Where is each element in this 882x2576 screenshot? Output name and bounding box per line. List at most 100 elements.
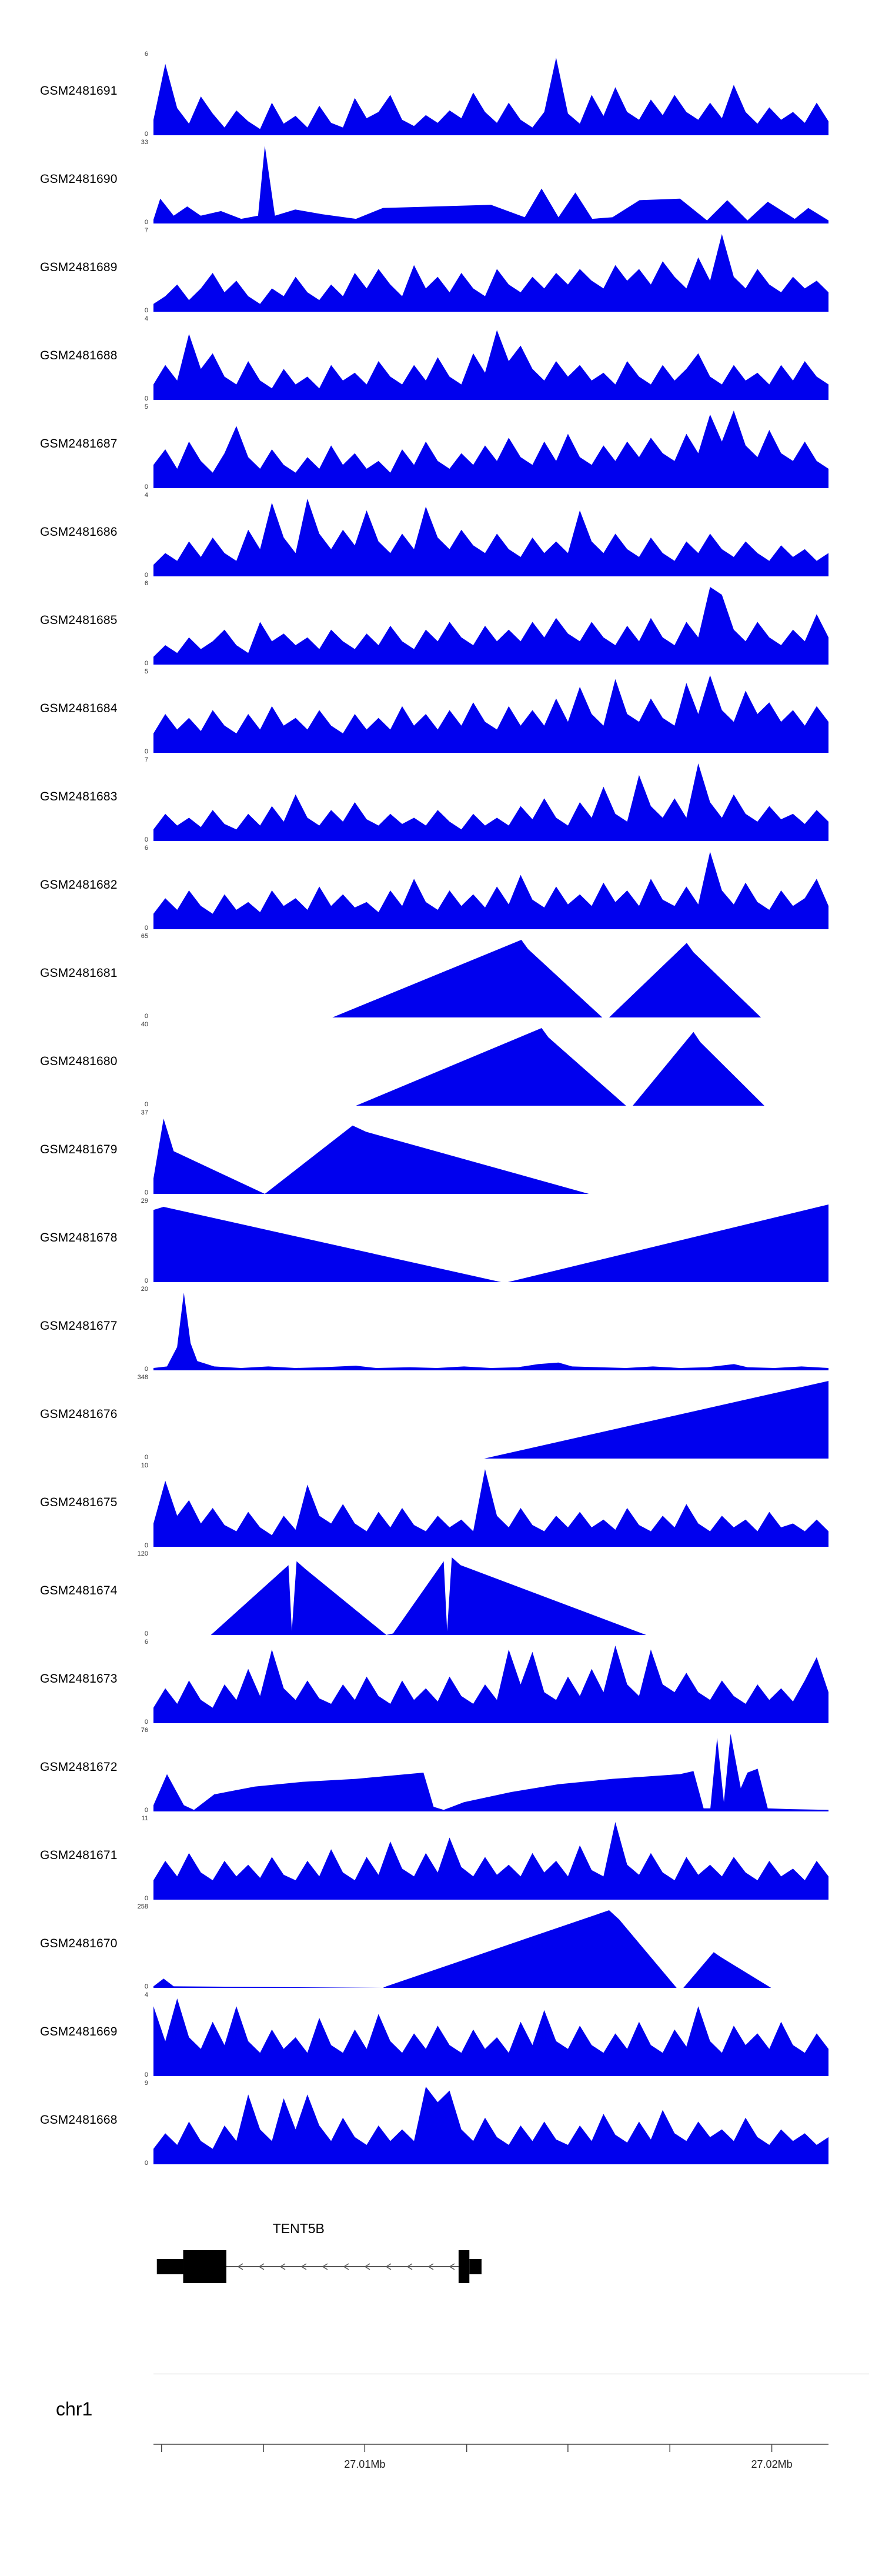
coverage-area xyxy=(153,1293,828,1370)
coverage-area xyxy=(153,1557,828,1635)
axis-tick-label: 27.01Mb xyxy=(344,2458,385,2470)
track-ymin-label: 0 xyxy=(144,1807,148,1814)
track-ymax-label: 6 xyxy=(144,580,148,587)
track-ymax-label: 5 xyxy=(144,668,148,675)
track-yaxis: 7 0 xyxy=(99,756,149,843)
track-row: GSM2481691 6 0 xyxy=(0,47,882,138)
track-yaxis: 65 0 xyxy=(99,933,149,1020)
track-ymin-label: 0 xyxy=(144,219,148,226)
track-label: GSM2481682 xyxy=(40,878,118,892)
genome-axis-svg: 27.01Mb 27.02Mb xyxy=(153,2444,828,2470)
track-ymin-label: 0 xyxy=(144,1719,148,1726)
coverage-area xyxy=(153,1910,828,1988)
track-ymin-label: 0 xyxy=(144,1277,148,1284)
strand-arrow-left-icon xyxy=(449,2263,455,2270)
track-label: GSM2481687 xyxy=(40,437,118,451)
track-yaxis: 7 0 xyxy=(99,227,149,314)
track-ymin-label: 0 xyxy=(144,1983,148,1990)
track-label: GSM2481688 xyxy=(40,349,118,362)
track-ymin-label: 0 xyxy=(144,1013,148,1020)
track-row: GSM2481683 7 0 xyxy=(0,753,882,843)
track-label: GSM2481671 xyxy=(40,1848,118,1862)
strand-arrow-left-icon xyxy=(427,2263,434,2270)
coverage-area xyxy=(153,411,828,488)
track-label: GSM2481677 xyxy=(40,1319,118,1333)
track-ymin-label: 0 xyxy=(144,1189,148,1196)
track-label: GSM2481683 xyxy=(40,790,118,803)
track-ymin-label: 0 xyxy=(144,131,148,138)
track-ymax-label: 6 xyxy=(144,51,148,58)
track-ymax-label: 4 xyxy=(144,1991,148,1998)
track-row: GSM2481681 65 0 xyxy=(0,929,882,1020)
track-row: GSM2481690 33 0 xyxy=(0,135,882,226)
gene-name-label: TENT5B xyxy=(272,2221,325,2236)
coverage-plot xyxy=(153,1734,828,1811)
track-ymax-label: 10 xyxy=(141,1462,148,1469)
track-ymin-label: 0 xyxy=(144,1630,148,1637)
track-ymax-label: 9 xyxy=(144,2080,148,2087)
track-ymax-label: 7 xyxy=(144,227,148,234)
track-ymin-label: 0 xyxy=(144,836,148,843)
coverage-area xyxy=(153,330,828,400)
track-yaxis: 6 0 xyxy=(99,1639,149,1726)
track-ymin-label: 0 xyxy=(144,660,148,667)
coverage-plot xyxy=(153,1381,828,1459)
coverage-area xyxy=(153,1998,828,2076)
coverage-plot xyxy=(153,1204,828,1282)
strand-arrow-left-icon xyxy=(364,2263,370,2270)
track-yaxis: 6 0 xyxy=(99,51,149,138)
coverage-plot xyxy=(153,146,828,223)
track-ymin-label: 0 xyxy=(144,1454,148,1461)
track-ymax-label: 37 xyxy=(141,1109,148,1116)
track-ymax-label: 6 xyxy=(144,845,148,852)
coverage-area xyxy=(153,2087,828,2164)
track-ymax-label: 6 xyxy=(144,1639,148,1646)
coverage-area xyxy=(153,1822,828,1900)
track-row: GSM2481671 11 0 xyxy=(0,1811,882,1902)
track-label: GSM2481685 xyxy=(40,613,118,627)
strand-arrow-left-icon xyxy=(343,2263,349,2270)
strand-arrow-left-icon xyxy=(322,2263,328,2270)
coverage-area xyxy=(153,1646,828,1723)
coverage-area xyxy=(153,499,828,576)
track-yaxis: 5 0 xyxy=(99,668,149,755)
track-row: GSM2481686 4 0 xyxy=(0,488,882,579)
coverage-area xyxy=(153,1381,828,1459)
track-row: GSM2481685 6 0 xyxy=(0,576,882,667)
coverage-area xyxy=(153,1204,828,1282)
track-yaxis: 4 0 xyxy=(99,492,149,579)
track-yaxis: 40 0 xyxy=(99,1021,149,1108)
utr-box xyxy=(156,2259,183,2274)
strand-arrow-left-icon xyxy=(279,2263,286,2270)
track-row: GSM2481673 6 0 xyxy=(0,1635,882,1726)
coverage-plot xyxy=(153,1646,828,1723)
track-yaxis: 4 0 xyxy=(99,1991,149,2078)
coverage-plot xyxy=(153,1028,828,1106)
track-ymin-label: 0 xyxy=(144,1366,148,1373)
track-row: GSM2481670 258 0 xyxy=(0,1900,882,1990)
coverage-area xyxy=(153,852,828,929)
track-label: GSM2481674 xyxy=(40,1584,118,1597)
track-row: GSM2481689 7 0 xyxy=(0,223,882,314)
track-ymax-label: 20 xyxy=(141,1286,148,1293)
tracks-container: GSM2481691 6 0 GSM2481690 33 0 GSM248168… xyxy=(0,47,882,2167)
axis-tick-label: 27.02Mb xyxy=(751,2458,793,2470)
track-row: GSM2481679 37 0 xyxy=(0,1106,882,1196)
coverage-plot xyxy=(153,2087,828,2164)
coverage-area xyxy=(153,1119,828,1194)
coverage-area xyxy=(153,58,828,135)
track-label: GSM2481679 xyxy=(40,1143,118,1156)
coverage-plot xyxy=(153,234,828,312)
track-yaxis: 20 0 xyxy=(99,1286,149,1373)
track-yaxis: 5 0 xyxy=(99,403,149,490)
track-ymax-label: 65 xyxy=(141,933,148,940)
track-yaxis: 29 0 xyxy=(99,1197,149,1284)
exon-box xyxy=(458,2250,470,2283)
track-label: GSM2481680 xyxy=(40,1055,118,1068)
track-row: GSM2481669 4 0 xyxy=(0,1988,882,2078)
coverage-area xyxy=(153,763,828,841)
strand-arrow-left-icon xyxy=(385,2263,392,2270)
track-label: GSM2481686 xyxy=(40,525,118,539)
track-ymax-label: 258 xyxy=(137,1903,148,1910)
coverage-plot xyxy=(153,1822,828,1900)
